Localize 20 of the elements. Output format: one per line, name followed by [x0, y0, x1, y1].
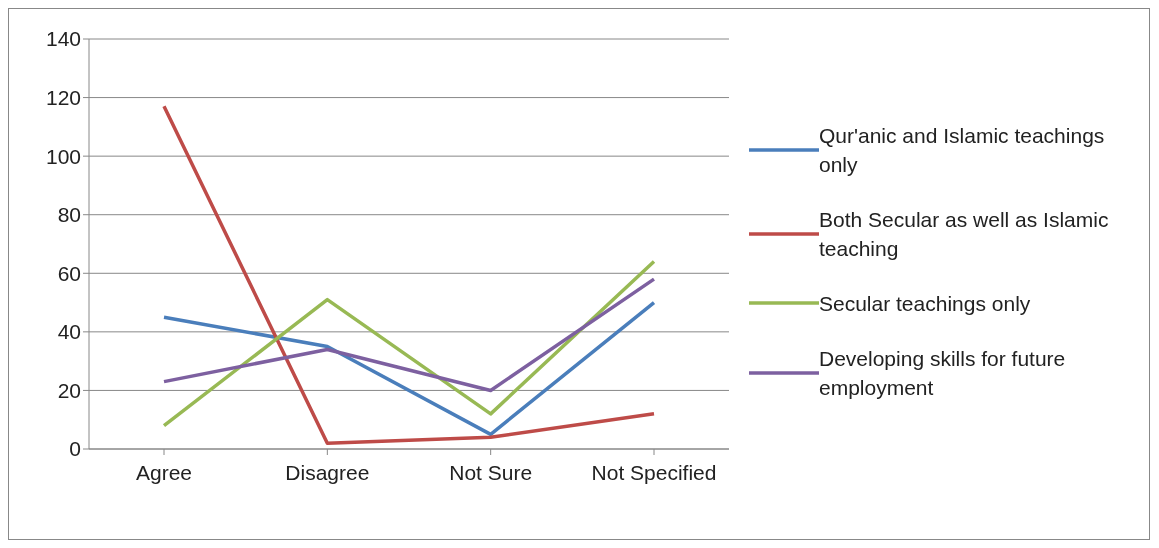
- legend-label: Developing skills for future employment: [819, 345, 1067, 401]
- legend-label: Both Secular as well as Islamic teaching: [819, 206, 1110, 262]
- legend-label: Qur'anic and Islamic teachings only: [819, 122, 1106, 178]
- y-tick-label: 60: [57, 261, 81, 285]
- line-series: [162, 277, 656, 393]
- y-tick-label: 140: [45, 27, 81, 51]
- x-tick-label: Not Sure: [449, 460, 533, 484]
- x-tick-label: Not Specified: [591, 460, 717, 484]
- y-tick-label: 20: [57, 378, 81, 402]
- line-series: [162, 259, 656, 428]
- legend-label: Secular teachings only: [819, 290, 1032, 317]
- y-tick-label: 0: [69, 437, 81, 461]
- line-series: [162, 104, 656, 445]
- x-tick-label: Disagree: [285, 460, 370, 484]
- line-series: [162, 300, 656, 437]
- y-tick-label: 100: [45, 144, 81, 168]
- y-tick-label: 40: [57, 320, 81, 344]
- y-tick-label: 80: [57, 203, 81, 227]
- x-tick-label: Agree: [135, 460, 193, 484]
- y-tick-label: 120: [45, 86, 81, 110]
